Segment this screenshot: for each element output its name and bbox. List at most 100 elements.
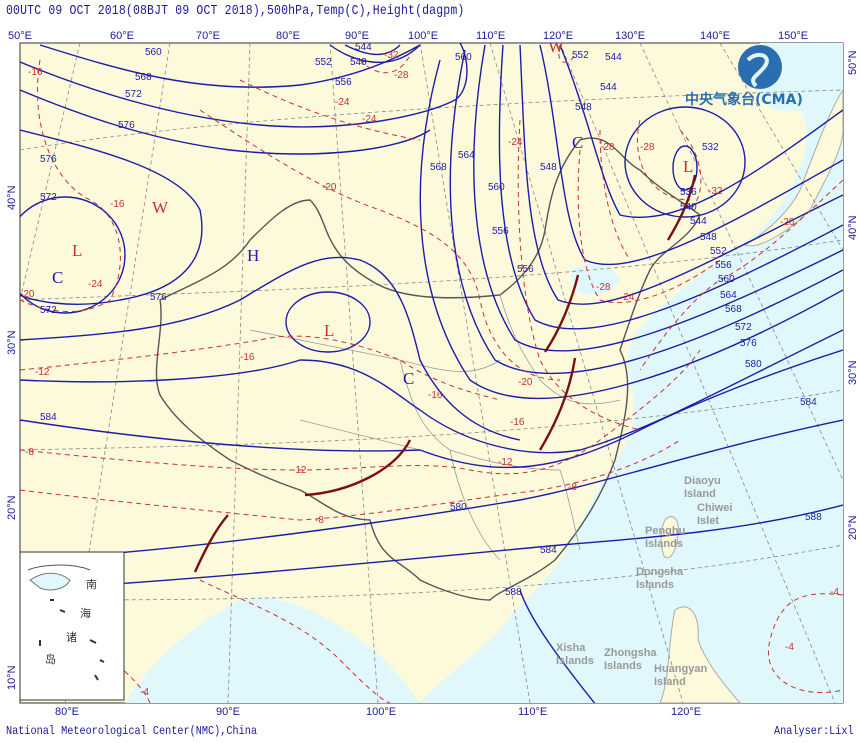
temperature-label: -4 bbox=[785, 642, 794, 653]
height-label: 572 bbox=[735, 322, 752, 333]
lon-label: 100°E bbox=[408, 30, 438, 42]
height-label: 580 bbox=[450, 502, 467, 513]
temperature-label: -16 bbox=[110, 199, 125, 210]
island-label: Islands bbox=[636, 579, 674, 591]
temperature-label: -28 bbox=[596, 282, 611, 293]
temperature-label: -16 bbox=[510, 417, 525, 428]
height-label: 568 bbox=[725, 304, 742, 315]
height-label: 576 bbox=[150, 292, 167, 303]
inset-char: 诸 bbox=[66, 631, 77, 644]
system-cold: C bbox=[403, 369, 414, 388]
temperature-labels: -16 -24 -32 -28 -24 -20 -16 -20 -24 -16 -12 -8 -12 -8… bbox=[20, 50, 839, 698]
temperature-label: -4 bbox=[830, 587, 839, 598]
lat-label: 40°N bbox=[847, 215, 859, 240]
height-label: 572 bbox=[40, 192, 57, 203]
inset-char: 南 bbox=[86, 578, 97, 591]
height-label: 548 bbox=[350, 57, 367, 68]
lat-label: 30°N bbox=[6, 330, 18, 355]
lat-label: 50°N bbox=[847, 50, 859, 75]
island-label: Islands bbox=[556, 655, 594, 667]
height-label: 588 bbox=[505, 587, 522, 598]
island-label: Xisha bbox=[556, 642, 586, 654]
lon-label: 130°E bbox=[615, 30, 645, 42]
island-label: Diaoyu bbox=[684, 475, 721, 487]
height-label: 560 bbox=[488, 182, 505, 193]
lon-label: 110°E bbox=[476, 30, 505, 42]
japan bbox=[743, 89, 843, 247]
height-label: 556 bbox=[492, 226, 509, 237]
system-high: H bbox=[247, 246, 259, 265]
trough-lines bbox=[193, 174, 697, 573]
island-label: Islet bbox=[697, 515, 719, 527]
height-label: 584 bbox=[540, 545, 557, 556]
lat-label: 20°N bbox=[847, 515, 859, 540]
island-label: Dongsha bbox=[636, 566, 684, 578]
lon-label: 50°E bbox=[8, 30, 32, 42]
lat-label: 40°N bbox=[6, 185, 18, 210]
height-label: 548 bbox=[575, 102, 592, 113]
taiwan bbox=[660, 516, 679, 559]
height-label: 552 bbox=[710, 246, 727, 257]
temperature-label: -20 bbox=[322, 182, 337, 193]
height-labels: 5605685725765765725845765725685645605565… bbox=[40, 42, 822, 598]
height-label: 560 bbox=[145, 47, 162, 58]
temperature-label: -32 bbox=[384, 50, 399, 61]
height-label: 544 bbox=[600, 82, 617, 93]
china-border bbox=[155, 137, 701, 601]
lon-label: 90°E bbox=[345, 30, 369, 42]
lon-label: 90°E bbox=[216, 706, 240, 718]
height-label: 556 bbox=[335, 77, 352, 88]
height-label: 568 bbox=[135, 72, 152, 83]
temperature-label: -28 bbox=[640, 142, 655, 153]
temperature-label: -20 bbox=[780, 217, 795, 228]
sea-bohai bbox=[570, 264, 620, 296]
temperature-label: -24 bbox=[362, 114, 377, 125]
temperature-label: -28 bbox=[394, 70, 409, 81]
inset-char: 海 bbox=[80, 606, 91, 620]
island-label: Zhongsha bbox=[604, 647, 657, 659]
height-label: 584 bbox=[40, 412, 57, 423]
temperature-label: -12 bbox=[35, 367, 50, 378]
height-label: 544 bbox=[605, 52, 622, 63]
height-label: 552 bbox=[315, 57, 332, 68]
inset-char: 岛 bbox=[45, 652, 56, 666]
temperature-label: -24 bbox=[508, 137, 523, 148]
lon-label: 110°E bbox=[518, 706, 547, 718]
lon-label: 60°E bbox=[110, 30, 134, 42]
lat-label: 10°N bbox=[6, 665, 18, 690]
height-label: 540 bbox=[680, 202, 697, 213]
height-label: 564 bbox=[720, 290, 737, 301]
height-label: 544 bbox=[355, 42, 372, 53]
height-label: 560 bbox=[455, 52, 472, 63]
height-label: 564 bbox=[458, 150, 475, 161]
lon-label: 100°E bbox=[366, 706, 396, 718]
height-label: 560 bbox=[718, 274, 735, 285]
lon-label: 120°E bbox=[543, 30, 573, 42]
height-label: 544 bbox=[690, 216, 707, 227]
system-warm: W bbox=[548, 37, 565, 56]
lon-label: 80°E bbox=[55, 706, 79, 718]
height-label: 532 bbox=[702, 142, 719, 153]
island-label: Island bbox=[684, 488, 716, 500]
temperature-label: -16 bbox=[240, 352, 255, 363]
temperature-label: -8 bbox=[568, 482, 577, 493]
temperature-label: -24 bbox=[620, 292, 635, 303]
island-label: Islands bbox=[604, 660, 642, 672]
height-label: 584 bbox=[800, 397, 817, 408]
height-label: 556 bbox=[715, 260, 732, 271]
height-contours bbox=[20, 43, 843, 703]
footer-analyser: Analyser:Lixl bbox=[774, 724, 854, 738]
lon-label: 80°E bbox=[276, 30, 300, 42]
lon-label: 150°E bbox=[778, 30, 808, 42]
island-labels: DiaoyuIslandChiweiIsletPenghuIslandsDong… bbox=[556, 475, 732, 688]
logo-text: 中央气象台(CMA) bbox=[685, 91, 803, 108]
temperature-label: -32 bbox=[708, 186, 723, 197]
island-label: Penghu bbox=[645, 525, 685, 537]
system-warm: W bbox=[152, 198, 169, 217]
lon-label: 140°E bbox=[700, 30, 730, 42]
island-label: Chiwei bbox=[697, 502, 732, 514]
sea-south bbox=[125, 597, 420, 703]
temperature-label: -20 bbox=[518, 377, 533, 388]
height-label: 568 bbox=[430, 162, 447, 173]
system-low: L bbox=[72, 241, 82, 260]
